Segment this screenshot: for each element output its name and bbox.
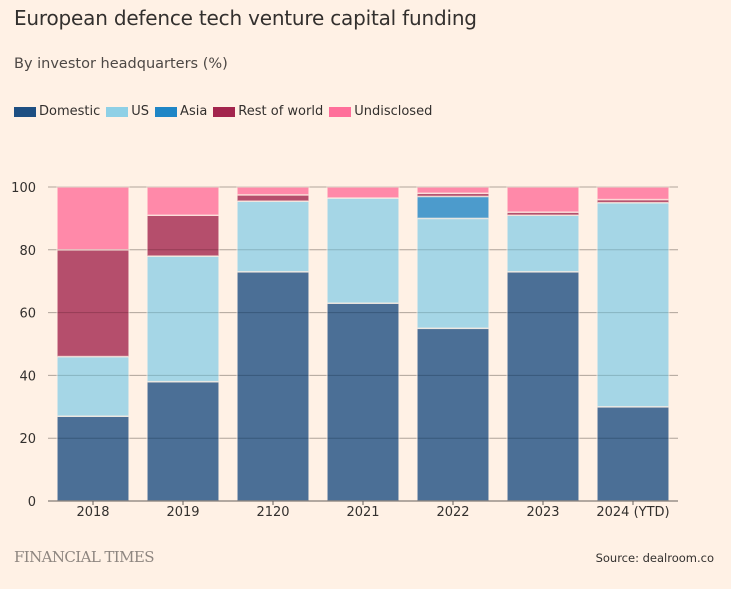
legend-label: Rest of world bbox=[238, 104, 324, 119]
source-note: Source: dealroom.co bbox=[595, 551, 714, 565]
bar-segment-domestic bbox=[596, 406, 670, 502]
x-tick-label: 2018 bbox=[76, 505, 109, 520]
bar-segment-undisclosed bbox=[236, 186, 310, 196]
ft-logo: FINANCIAL TIMES bbox=[14, 548, 155, 566]
bar-segment-domestic bbox=[56, 415, 130, 502]
legend-swatch bbox=[106, 106, 129, 117]
legend-swatch bbox=[213, 106, 236, 117]
bar-segment-rest-of-world bbox=[56, 249, 130, 358]
bar-segment-domestic bbox=[236, 271, 310, 502]
bar-segment-us bbox=[506, 214, 580, 273]
bar-segment-asia bbox=[416, 195, 490, 220]
y-tick-label: 80 bbox=[19, 244, 36, 259]
bar-segment-domestic bbox=[146, 380, 220, 502]
bar-segment-undisclosed bbox=[146, 186, 220, 217]
legend-label: Undisclosed bbox=[354, 104, 433, 119]
bar-segment-undisclosed bbox=[596, 186, 670, 201]
legend-item-domestic: Domestic bbox=[14, 104, 100, 119]
x-tick-label: 2022 bbox=[436, 505, 469, 520]
legend-item-asia: Asia bbox=[155, 104, 207, 119]
legend-item-undisclosed: Undisclosed bbox=[329, 104, 432, 119]
gridlines-overlay bbox=[48, 186, 678, 439]
x-tick-label: 2023 bbox=[526, 505, 559, 520]
legend-item-rest-of-world: Rest of world bbox=[213, 104, 323, 119]
bar-segment-us bbox=[416, 217, 490, 330]
bar-segment-undisclosed bbox=[416, 186, 490, 195]
bar-segment-undisclosed bbox=[506, 186, 580, 213]
legend-swatch bbox=[329, 106, 352, 117]
chart-subtitle: By investor headquarters (%) bbox=[14, 56, 228, 72]
bar-segment-rest-of-world bbox=[236, 194, 310, 202]
y-tick-label: 20 bbox=[19, 432, 36, 447]
x-axis-ticks: 2018 2019 2120 2021 2022 2023 2024 (YTD) bbox=[48, 500, 678, 520]
x-tick-label: 2024 (YTD) bbox=[596, 505, 669, 520]
bar-segment-domestic bbox=[416, 327, 490, 502]
bar-segment-us bbox=[146, 255, 220, 383]
y-axis-ticks: 0 20 40 60 80 100 bbox=[11, 181, 36, 510]
legend-label: Domestic bbox=[39, 104, 101, 119]
bar-segment-us bbox=[56, 355, 130, 417]
bars bbox=[56, 186, 670, 502]
legend: Domestic US Asia Rest of world Undisclosed bbox=[14, 104, 438, 119]
bar-segment-us bbox=[596, 201, 670, 408]
x-tick-label: 2120 bbox=[256, 505, 289, 520]
bar-segment-domestic bbox=[506, 271, 580, 502]
bar-segment-domestic bbox=[326, 302, 400, 502]
x-tick-label: 2019 bbox=[166, 505, 199, 520]
bar-segment-us bbox=[236, 200, 310, 273]
y-tick-label: 100 bbox=[11, 181, 36, 196]
legend-swatch bbox=[155, 106, 178, 117]
bar-segment-undisclosed bbox=[326, 186, 400, 199]
legend-item-us: US bbox=[106, 104, 149, 119]
x-tick-label: 2021 bbox=[346, 505, 379, 520]
legend-label: US bbox=[131, 104, 150, 119]
bar-segment-undisclosed bbox=[56, 186, 130, 251]
legend-label: Asia bbox=[180, 104, 208, 119]
bar-segment-us bbox=[326, 197, 400, 304]
y-tick-label: 0 bbox=[28, 495, 36, 510]
legend-swatch bbox=[14, 106, 36, 117]
y-tick-label: 60 bbox=[19, 307, 36, 322]
chart-title: European defence tech venture capital fu… bbox=[14, 6, 477, 30]
y-tick-label: 40 bbox=[19, 369, 36, 384]
